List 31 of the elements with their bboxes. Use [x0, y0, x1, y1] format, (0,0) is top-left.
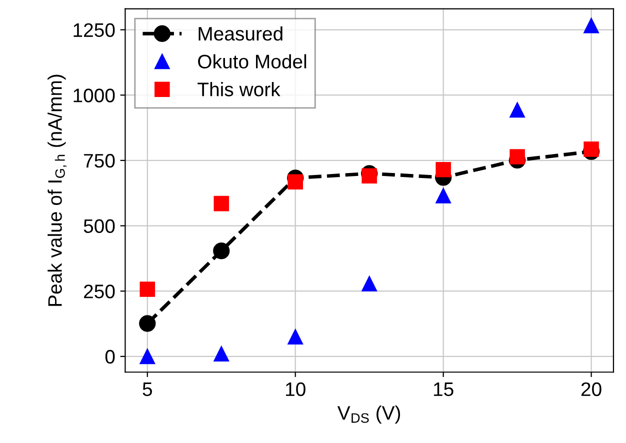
point — [436, 162, 451, 178]
y-axis-title: Peak value of I$_{G,h}$ (nA/mm) — [48, 74, 67, 306]
point — [362, 276, 377, 292]
point — [140, 348, 156, 364]
y-tick-label: 1250 — [74, 23, 115, 38]
y-tick-label: 750 — [84, 154, 115, 168]
x-tick-label: 10 — [286, 382, 306, 396]
point — [214, 196, 230, 212]
y-tick-label: 0 — [105, 350, 115, 364]
y-tick-label: 500 — [84, 219, 115, 234]
x-tick-label: 20 — [581, 382, 602, 396]
point — [436, 188, 451, 204]
legend-label: This work — [198, 82, 280, 96]
point — [214, 346, 230, 362]
point — [510, 102, 525, 118]
legend-label: Okuto Model — [198, 54, 306, 68]
point — [510, 149, 525, 164]
point — [362, 168, 377, 184]
y-tick-label: 250 — [84, 284, 115, 298]
point — [584, 18, 599, 34]
point — [288, 174, 303, 190]
x-tick-label: 5 — [142, 382, 152, 396]
y-tick-label: 1000 — [74, 88, 115, 102]
point — [584, 142, 599, 157]
point — [140, 282, 156, 297]
x-axis-title: V$_{DS}$ (V) — [337, 406, 400, 424]
x-tick-label: 15 — [434, 382, 454, 396]
point — [139, 315, 156, 332]
point — [213, 242, 230, 260]
legend-label: Measured — [198, 26, 282, 41]
point — [288, 329, 303, 344]
